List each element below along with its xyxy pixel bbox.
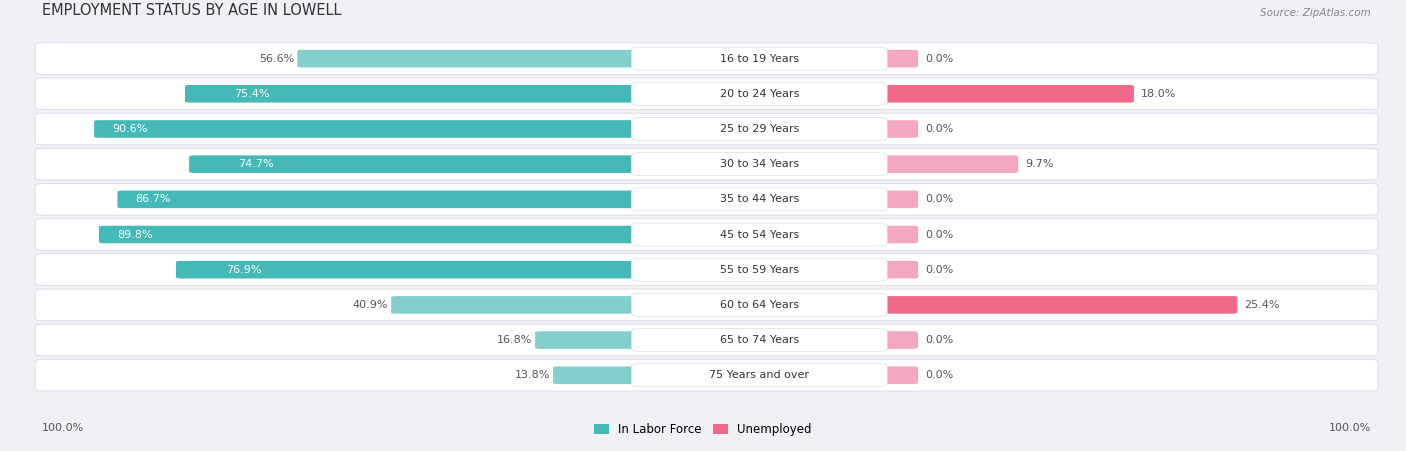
FancyBboxPatch shape: [875, 50, 918, 67]
FancyBboxPatch shape: [118, 190, 644, 208]
Text: 35 to 44 Years: 35 to 44 Years: [720, 194, 799, 204]
Text: 75 Years and over: 75 Years and over: [709, 370, 810, 380]
Text: Source: ZipAtlas.com: Source: ZipAtlas.com: [1260, 8, 1371, 18]
Text: 30 to 34 Years: 30 to 34 Years: [720, 159, 799, 169]
FancyBboxPatch shape: [536, 331, 644, 349]
Text: 100.0%: 100.0%: [42, 423, 84, 433]
FancyBboxPatch shape: [98, 226, 644, 244]
Legend: In Labor Force, Unemployed: In Labor Force, Unemployed: [589, 418, 817, 441]
Text: 60 to 64 Years: 60 to 64 Years: [720, 300, 799, 310]
Text: 9.7%: 9.7%: [1025, 159, 1053, 169]
FancyBboxPatch shape: [35, 359, 1378, 391]
FancyBboxPatch shape: [631, 364, 887, 387]
FancyBboxPatch shape: [35, 219, 1378, 250]
Text: 89.8%: 89.8%: [117, 230, 153, 239]
Text: 0.0%: 0.0%: [925, 265, 953, 275]
Text: 0.0%: 0.0%: [925, 370, 953, 380]
FancyBboxPatch shape: [875, 226, 918, 244]
Text: 13.8%: 13.8%: [515, 370, 550, 380]
Text: 100.0%: 100.0%: [1329, 423, 1371, 433]
FancyBboxPatch shape: [631, 47, 887, 70]
FancyBboxPatch shape: [186, 85, 644, 102]
FancyBboxPatch shape: [875, 120, 918, 138]
Text: 16 to 19 Years: 16 to 19 Years: [720, 54, 799, 64]
Text: 74.7%: 74.7%: [238, 159, 274, 169]
FancyBboxPatch shape: [631, 328, 887, 352]
Text: 0.0%: 0.0%: [925, 124, 953, 134]
Text: 40.9%: 40.9%: [353, 300, 388, 310]
FancyBboxPatch shape: [35, 113, 1378, 145]
FancyBboxPatch shape: [875, 190, 918, 208]
FancyBboxPatch shape: [631, 188, 887, 211]
Text: 25.4%: 25.4%: [1244, 300, 1279, 310]
FancyBboxPatch shape: [875, 296, 1237, 314]
Text: 0.0%: 0.0%: [925, 230, 953, 239]
Text: 55 to 59 Years: 55 to 59 Years: [720, 265, 799, 275]
FancyBboxPatch shape: [94, 120, 644, 138]
Text: EMPLOYMENT STATUS BY AGE IN LOWELL: EMPLOYMENT STATUS BY AGE IN LOWELL: [42, 3, 342, 18]
FancyBboxPatch shape: [35, 324, 1378, 356]
FancyBboxPatch shape: [631, 82, 887, 105]
FancyBboxPatch shape: [631, 294, 887, 317]
FancyBboxPatch shape: [190, 155, 644, 173]
FancyBboxPatch shape: [875, 366, 918, 384]
FancyBboxPatch shape: [875, 331, 918, 349]
FancyBboxPatch shape: [297, 50, 644, 67]
Text: 86.7%: 86.7%: [136, 194, 172, 204]
Text: 45 to 54 Years: 45 to 54 Years: [720, 230, 799, 239]
Text: 76.9%: 76.9%: [226, 265, 262, 275]
Text: 0.0%: 0.0%: [925, 194, 953, 204]
FancyBboxPatch shape: [875, 261, 918, 278]
FancyBboxPatch shape: [35, 289, 1378, 321]
FancyBboxPatch shape: [631, 223, 887, 246]
FancyBboxPatch shape: [391, 296, 644, 314]
Text: 16.8%: 16.8%: [496, 335, 533, 345]
FancyBboxPatch shape: [35, 184, 1378, 215]
FancyBboxPatch shape: [631, 117, 887, 141]
Text: 75.4%: 75.4%: [235, 89, 270, 99]
Text: 56.6%: 56.6%: [259, 54, 294, 64]
FancyBboxPatch shape: [631, 258, 887, 281]
Text: 65 to 74 Years: 65 to 74 Years: [720, 335, 799, 345]
Text: 20 to 24 Years: 20 to 24 Years: [720, 89, 799, 99]
FancyBboxPatch shape: [35, 148, 1378, 180]
Text: 0.0%: 0.0%: [925, 54, 953, 64]
FancyBboxPatch shape: [35, 78, 1378, 110]
Text: 25 to 29 Years: 25 to 29 Years: [720, 124, 799, 134]
FancyBboxPatch shape: [553, 366, 644, 384]
FancyBboxPatch shape: [875, 85, 1135, 102]
Text: 0.0%: 0.0%: [925, 335, 953, 345]
FancyBboxPatch shape: [631, 152, 887, 175]
FancyBboxPatch shape: [875, 155, 1018, 173]
FancyBboxPatch shape: [35, 43, 1378, 74]
FancyBboxPatch shape: [176, 261, 644, 278]
FancyBboxPatch shape: [35, 254, 1378, 285]
Text: 18.0%: 18.0%: [1142, 89, 1177, 99]
Text: 90.6%: 90.6%: [112, 124, 148, 134]
